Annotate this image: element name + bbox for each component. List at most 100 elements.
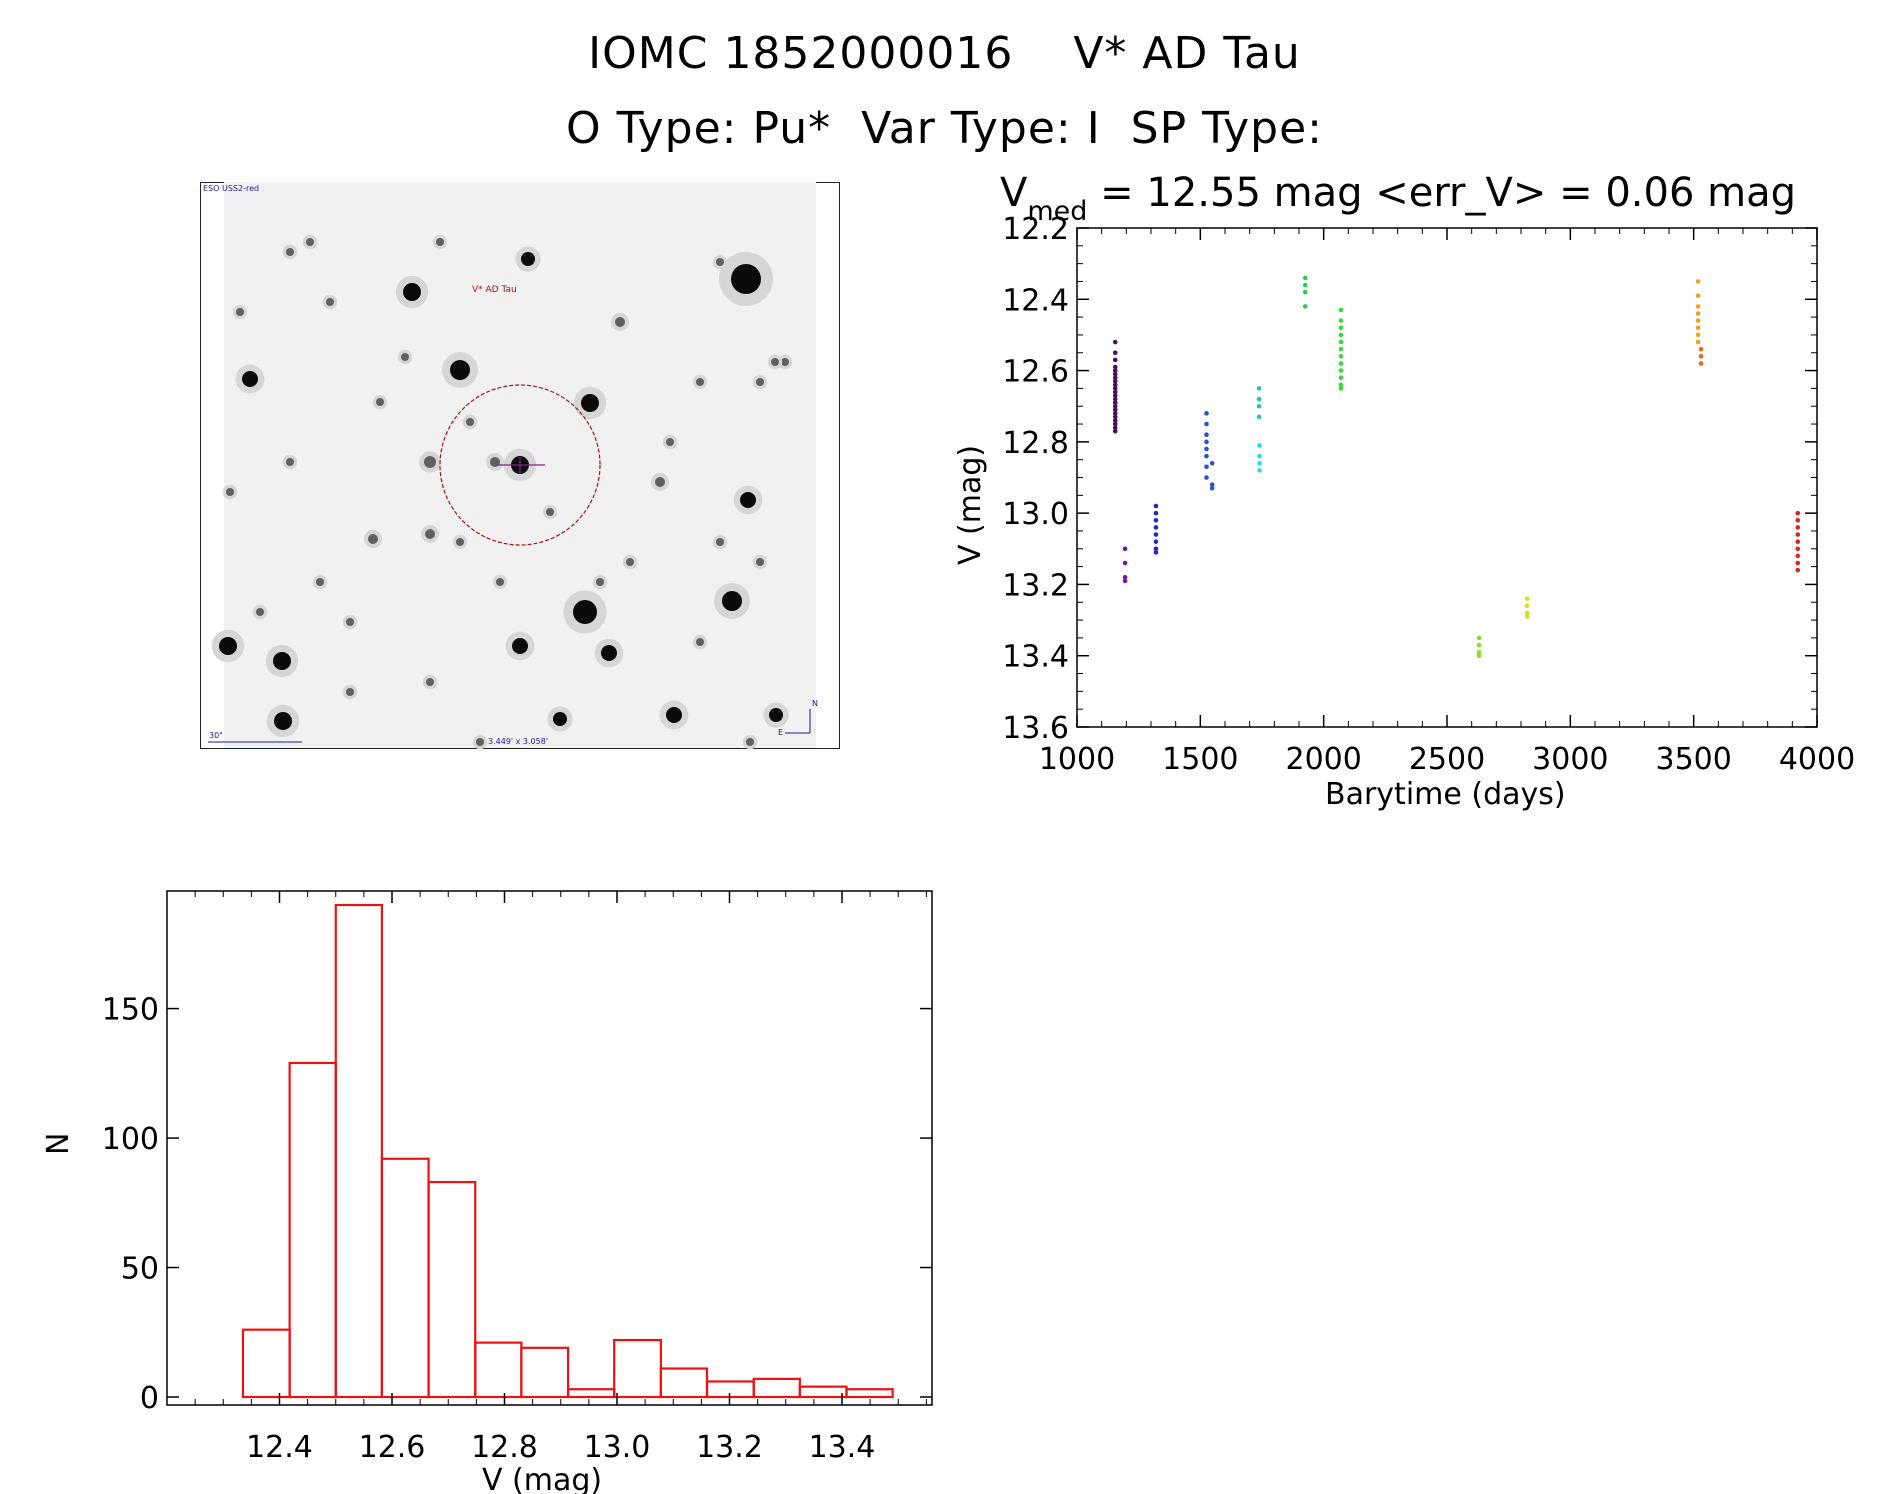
star xyxy=(756,558,764,566)
lc-data-point xyxy=(1112,400,1118,405)
lc-data-point xyxy=(1153,525,1159,530)
lc-data-point xyxy=(1338,332,1344,338)
lc-data-point xyxy=(1338,346,1344,352)
lc-x-tick-label: 2500 xyxy=(1409,742,1485,777)
histogram-bar xyxy=(241,1328,291,1399)
lc-data-point xyxy=(1476,642,1482,648)
lc-data-point xyxy=(1153,550,1159,555)
histogram-ylabel: N xyxy=(41,1133,76,1155)
lc-data-point xyxy=(1524,603,1530,609)
star xyxy=(722,591,742,611)
lc-data-point xyxy=(1112,386,1118,391)
survey-label: ESO USS2-red xyxy=(203,184,259,193)
lc-data-point xyxy=(1795,553,1801,559)
lc-data-point xyxy=(1257,453,1262,459)
star xyxy=(716,258,724,266)
lc-data-point xyxy=(1112,389,1118,395)
stat-subscript: med xyxy=(1027,196,1087,227)
lc-data-point xyxy=(1795,510,1801,516)
hist-x-tick-label: 12.8 xyxy=(471,1430,538,1465)
lightcurve-stat-line: Vmed = 12.55 mag <err_V> = 0.06 mag xyxy=(1000,170,1796,227)
lc-y-tick-label: 12.8 xyxy=(1002,426,1069,461)
hist-x-tick-label: 13.0 xyxy=(584,1430,651,1465)
star xyxy=(512,638,528,654)
histogram-bar xyxy=(520,1346,570,1399)
lc-data-point xyxy=(1795,525,1801,530)
star xyxy=(716,538,724,546)
star xyxy=(626,558,634,566)
star xyxy=(236,308,244,316)
histogram-bar xyxy=(613,1338,662,1399)
star xyxy=(316,578,324,586)
star xyxy=(696,638,704,646)
star xyxy=(273,652,291,670)
lc-data-point xyxy=(1256,386,1262,391)
chart-title-line1: IOMC 1852000016 V* AD Tau xyxy=(588,28,1301,79)
lc-data-point xyxy=(1122,546,1128,552)
star xyxy=(436,238,444,246)
finder-chart-image: ESO USS2-red V* AD Tau 30" 3.449' x 3.05… xyxy=(200,182,840,749)
lc-data-point xyxy=(1338,325,1344,331)
lc-data-point xyxy=(1795,546,1801,552)
lc-data-point xyxy=(1122,575,1128,580)
lc-data-point xyxy=(1695,325,1701,331)
lc-data-point xyxy=(1204,453,1209,459)
star xyxy=(424,456,436,468)
star xyxy=(403,283,421,301)
object-label: V* AD Tau xyxy=(472,285,517,295)
lc-data-point xyxy=(1257,443,1262,448)
star xyxy=(226,488,234,496)
lc-data-point xyxy=(1695,311,1701,316)
hist-y-tick-label: 150 xyxy=(102,993,159,1028)
lc-data-point xyxy=(1112,375,1118,381)
lc-data-point xyxy=(1112,357,1118,363)
lc-y-tick-label: 13.4 xyxy=(1002,640,1069,675)
lc-x-tick-label: 1500 xyxy=(1162,742,1238,777)
hist-y-tick-label: 50 xyxy=(121,1252,159,1287)
star xyxy=(655,477,665,487)
star xyxy=(731,264,761,294)
histogram-bar xyxy=(705,1380,755,1399)
compass-north-label: N xyxy=(812,699,818,708)
star xyxy=(476,738,484,746)
lc-data-point xyxy=(1695,332,1701,338)
histogram-bar xyxy=(798,1385,848,1399)
lc-data-point xyxy=(1112,403,1118,409)
star xyxy=(615,317,625,327)
lc-x-tick-label: 1000 xyxy=(1039,742,1115,777)
lc-data-point xyxy=(1112,421,1118,427)
histogram-bar xyxy=(845,1388,894,1399)
lc-data-point xyxy=(1112,411,1118,416)
lc-data-point xyxy=(1524,610,1530,616)
lc-data-point xyxy=(1153,539,1159,544)
lc-data-point xyxy=(1256,414,1262,420)
target-circle xyxy=(439,384,601,546)
lc-data-point xyxy=(1153,517,1159,523)
hist-x-tick-label: 13.2 xyxy=(696,1430,763,1465)
lc-x-tick-label: 4000 xyxy=(1779,742,1855,777)
star xyxy=(596,578,604,586)
lc-data-point xyxy=(1112,407,1118,413)
lc-data-point xyxy=(1302,275,1308,281)
star xyxy=(466,418,474,426)
lc-data-point xyxy=(1204,421,1209,427)
lc-data-point xyxy=(1698,346,1704,352)
lc-data-point xyxy=(1795,567,1801,573)
lightcurve-ylabel: V (mag) xyxy=(953,445,988,565)
star xyxy=(496,578,504,586)
lc-data-point xyxy=(1524,614,1530,619)
star xyxy=(781,358,789,366)
lc-data-point xyxy=(1338,354,1344,359)
star xyxy=(553,712,567,726)
star xyxy=(401,353,409,361)
star xyxy=(274,712,292,730)
star xyxy=(450,360,470,380)
scale-bar-label: 30" xyxy=(209,731,223,740)
hist-x-tick-label: 12.4 xyxy=(246,1430,313,1465)
stat-symbol: V xyxy=(1000,170,1028,216)
histogram-bar xyxy=(752,1377,801,1399)
star xyxy=(666,707,682,723)
star xyxy=(368,534,378,544)
fov-label: 3.449' x 3.058' xyxy=(488,737,548,746)
